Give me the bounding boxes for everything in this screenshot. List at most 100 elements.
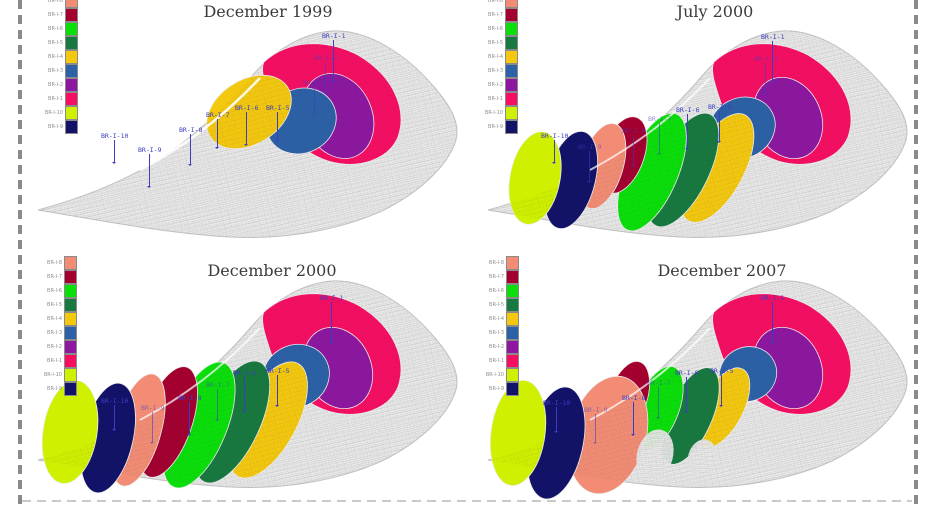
legend-entry: BR-I-1 xyxy=(27,92,78,106)
well-stick xyxy=(587,151,591,183)
legend-entry: BR-I-6 xyxy=(467,22,518,36)
legend-swatch xyxy=(64,326,77,340)
well-label: BR-I-5 xyxy=(710,367,734,375)
legend-label: BR-I-5 xyxy=(48,40,63,46)
well-label: BR-I-9 xyxy=(138,146,162,154)
legend-label: BR-I-7 xyxy=(48,12,63,18)
legend-swatch xyxy=(64,298,77,312)
legend-entry: BR-I-8 xyxy=(26,256,77,270)
well-marker-br-i-2: BR-I-2 xyxy=(754,55,778,95)
legend-swatch xyxy=(505,0,518,8)
legend-swatch xyxy=(505,64,518,78)
legend-swatch xyxy=(64,256,77,270)
well-marker-br-i-7: BR-I-7 xyxy=(206,111,230,149)
legend-entry: BR-I-6 xyxy=(27,22,78,36)
well-stick xyxy=(657,123,661,155)
well-label: BR-I-7 xyxy=(206,111,230,119)
well-stick xyxy=(719,375,723,407)
color-legend-december-1999: BR-I-8 BR-I-7 BR-I-6 BR-I-5 BR-I-4 xyxy=(27,0,78,134)
legend-label: BR-I-1 xyxy=(489,358,504,364)
legend-entry: BR-I-7 xyxy=(468,270,519,284)
legend-entry: BR-I-4 xyxy=(26,312,77,326)
legend-entry: BR-I-3 xyxy=(26,326,77,340)
legend-swatch xyxy=(505,120,518,134)
well-marker-br-i-8: BR-I-8 xyxy=(179,126,203,166)
legend-label: BR-I-4 xyxy=(48,54,63,60)
panel-title-july-2000: July 2000 xyxy=(676,2,754,21)
legend-swatch xyxy=(506,354,519,368)
legend-label: BR-I-5 xyxy=(488,40,503,46)
well-marker-br-i-9: BR-I-9 xyxy=(138,146,162,188)
legend-label: BR-I-2 xyxy=(489,344,504,350)
legend-label: BR-I-3 xyxy=(489,330,504,336)
well-stick xyxy=(188,134,192,166)
well-label: BR-I-9 xyxy=(141,404,165,412)
well-marker-br-i-6: BR-I-6 xyxy=(675,369,699,413)
well-stick xyxy=(215,389,219,421)
legend-entry: BR-I-9 xyxy=(26,382,77,396)
legend-swatch xyxy=(506,284,519,298)
well-marker-br-i-7: BR-I-7 xyxy=(647,379,671,419)
well-label: BR-I-5 xyxy=(266,367,290,375)
legend-swatch xyxy=(506,368,519,382)
well-marker-br-i-6: BR-I-6 xyxy=(235,104,259,146)
legend-label: BR-I-2 xyxy=(47,344,62,350)
well-stick xyxy=(112,140,116,164)
legend-entry: BR-I-2 xyxy=(26,340,77,354)
legend-label: BR-I-9 xyxy=(489,386,504,392)
well-label: BR-I-8 xyxy=(179,126,203,134)
legend-swatch xyxy=(505,50,518,64)
reservoir-model-july-2000 xyxy=(487,30,908,238)
legend-entry: BR-I-10 xyxy=(27,106,78,120)
legend-swatch xyxy=(64,284,77,298)
well-label: BR-I-9 xyxy=(584,406,608,414)
legend-label: BR-I-10 xyxy=(484,110,503,116)
legend-entry: BR-I-6 xyxy=(26,284,77,298)
well-marker-br-i-6: BR-I-6 xyxy=(676,106,699,150)
well-stick xyxy=(593,414,597,444)
legend-label: BR-I-3 xyxy=(488,68,503,74)
legend-entry: BR-I-1 xyxy=(467,92,518,106)
legend-label: BR-I-6 xyxy=(489,288,504,294)
well-label: BR-I-10 xyxy=(543,399,571,407)
well-label: BR-I-7 xyxy=(648,115,672,123)
legend-swatch xyxy=(65,0,78,8)
legend-swatch xyxy=(64,368,77,382)
panel-title-december-2007: December 2007 xyxy=(657,261,787,280)
well-label: BR-I-6 xyxy=(675,369,699,377)
well-stick xyxy=(631,135,635,167)
well-label: BR-I-5 xyxy=(266,104,290,112)
legend-swatch xyxy=(505,106,518,120)
legend-label: BR-I-9 xyxy=(488,124,503,130)
legend-swatch xyxy=(505,78,518,92)
well-stick xyxy=(554,407,558,433)
well-marker-br-i-8: BR-I-8 xyxy=(622,127,646,167)
well-stick xyxy=(329,302,333,344)
legend-label: BR-I-1 xyxy=(488,96,503,102)
legend-swatch xyxy=(65,64,78,78)
legend-swatch xyxy=(506,382,519,396)
legend-label: BR-I-7 xyxy=(47,274,62,280)
well-label: BR-I-2 xyxy=(754,55,778,63)
well-label: BR-I-10 xyxy=(101,132,129,140)
legend-entry: BR-I-2 xyxy=(467,78,518,92)
legend-entry: BR-I-10 xyxy=(467,106,518,120)
well-stick xyxy=(770,302,774,344)
legend-entry: BR-I-2 xyxy=(27,78,78,92)
panel-title-december-2000: December 2000 xyxy=(207,261,337,280)
well-stick xyxy=(631,402,635,436)
well-marker-br-i-9: BR-I-9 xyxy=(578,143,601,183)
well-marker-br-i-1: BR-I-1 xyxy=(761,294,784,344)
well-stick xyxy=(552,140,556,164)
legend-entry: BR-I-4 xyxy=(468,312,519,326)
well-label: BR-I-8 xyxy=(622,127,646,135)
legend-entry: BR-I-2 xyxy=(468,340,519,354)
well-marker-br-i-9: BR-I-9 xyxy=(584,406,608,444)
well-marker-br-i-5: BR-I-5 xyxy=(266,367,290,407)
well-label: BR-I-6 xyxy=(235,104,259,112)
legend-entry: BR-I-7 xyxy=(27,8,78,22)
well-label: BR-I-7 xyxy=(647,379,671,387)
well-label: BR-I-8 xyxy=(178,394,202,402)
well-label: BR-I-1 xyxy=(322,32,346,40)
